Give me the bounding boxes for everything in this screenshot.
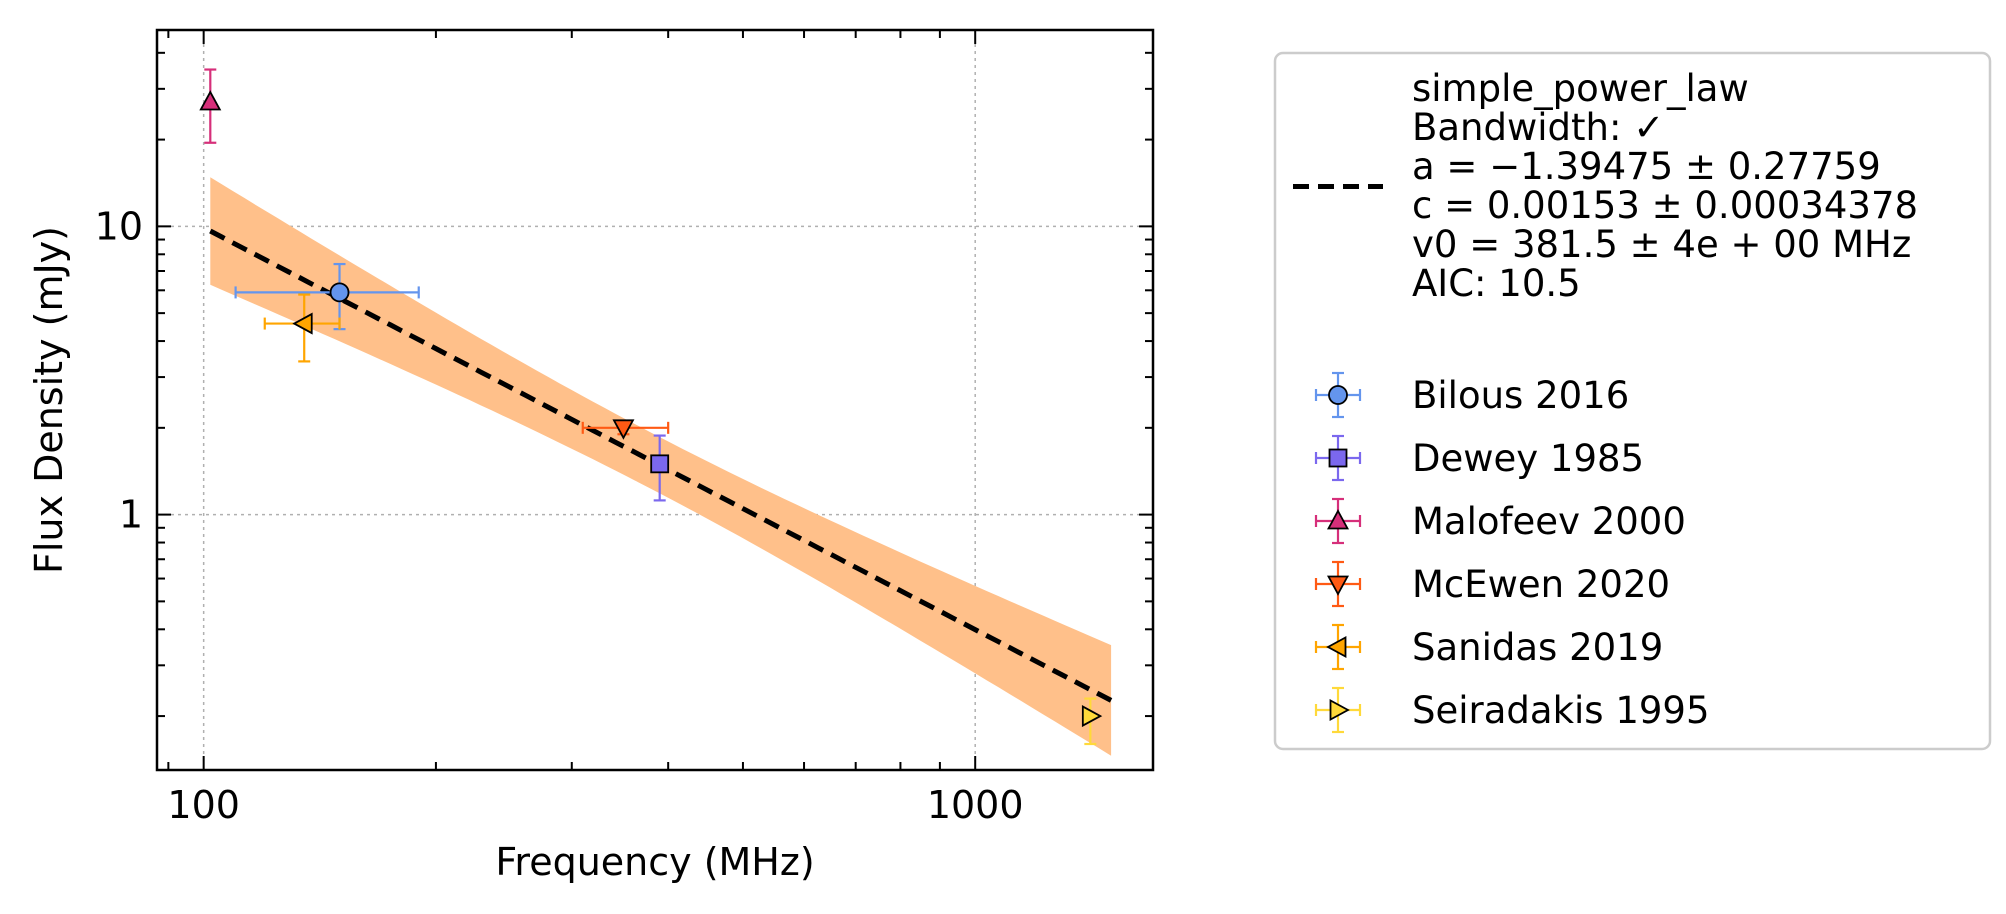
legend-triangle-down-marker <box>1326 575 1350 596</box>
data-point <box>234 262 420 331</box>
legend-entry: Sanidas 2019 <box>1314 623 1663 671</box>
data-point <box>1081 697 1103 746</box>
legend-label: Sanidas 2019 <box>1412 626 1663 669</box>
legend-fit-text: a = −1.39475 ± 0.27759 <box>1412 145 1881 188</box>
data-point <box>650 434 670 502</box>
data-point <box>199 68 222 144</box>
y-tick-label: 10 <box>95 204 143 248</box>
legend-label: Malofeev 2000 <box>1412 500 1686 543</box>
triangle-up-marker <box>199 90 222 111</box>
legend-fit-text: v0 = 381.5 ± 4e + 00 MHz <box>1412 223 1911 266</box>
triangle-down-marker <box>612 419 635 440</box>
legend-label: McEwen 2020 <box>1412 563 1670 606</box>
triangle-left-marker <box>292 312 313 335</box>
plot-frame <box>155 28 1155 772</box>
legend-fit-text: Bandwidth: ✓ <box>1412 106 1664 149</box>
legend-entry: Dewey 1985 <box>1314 434 1644 482</box>
legend-entry: Bilous 2016 <box>1314 371 1629 419</box>
legend-triangle-right-marker <box>1329 698 1350 722</box>
x-axis-label: Frequency (MHz) <box>495 840 814 884</box>
legend-label: Dewey 1985 <box>1412 437 1644 480</box>
triangle-right-marker <box>1081 705 1103 728</box>
legend-triangle-left-marker <box>1326 635 1347 659</box>
legend-fit-text: c = 0.00153 ± 0.00034378 <box>1412 184 1918 227</box>
legend-circle-marker <box>1328 385 1348 405</box>
tick-labels: 100 1000 1 10 <box>95 204 1024 827</box>
legend-square-marker <box>1328 448 1348 468</box>
legend-frame <box>1273 51 1992 751</box>
y-axis-label: Flux Density (mJy) <box>27 226 71 574</box>
legend-triangle-up-marker <box>1326 509 1350 530</box>
x-tick-label: 1000 <box>927 783 1024 827</box>
legend-entry: Malofeev 2000 <box>1314 497 1686 545</box>
legend-label: Bilous 2016 <box>1412 374 1629 417</box>
data-point <box>581 419 670 440</box>
x-tick-label: 100 <box>167 783 240 827</box>
axis-ticks <box>157 30 1153 770</box>
legend-entry: Seiradakis 1995 <box>1314 686 1709 734</box>
y-tick-label: 1 <box>119 493 143 537</box>
legend-fit-text: AIC: 10.5 <box>1412 262 1581 305</box>
legend-label: Seiradakis 1995 <box>1412 689 1709 732</box>
data-point <box>263 293 341 363</box>
square-marker <box>650 454 670 474</box>
data-points <box>199 68 1103 746</box>
circle-marker <box>329 282 350 303</box>
legend-entry: McEwen 2020 <box>1314 560 1670 608</box>
legend-fit-text: simple_power_law <box>1412 67 1749 110</box>
